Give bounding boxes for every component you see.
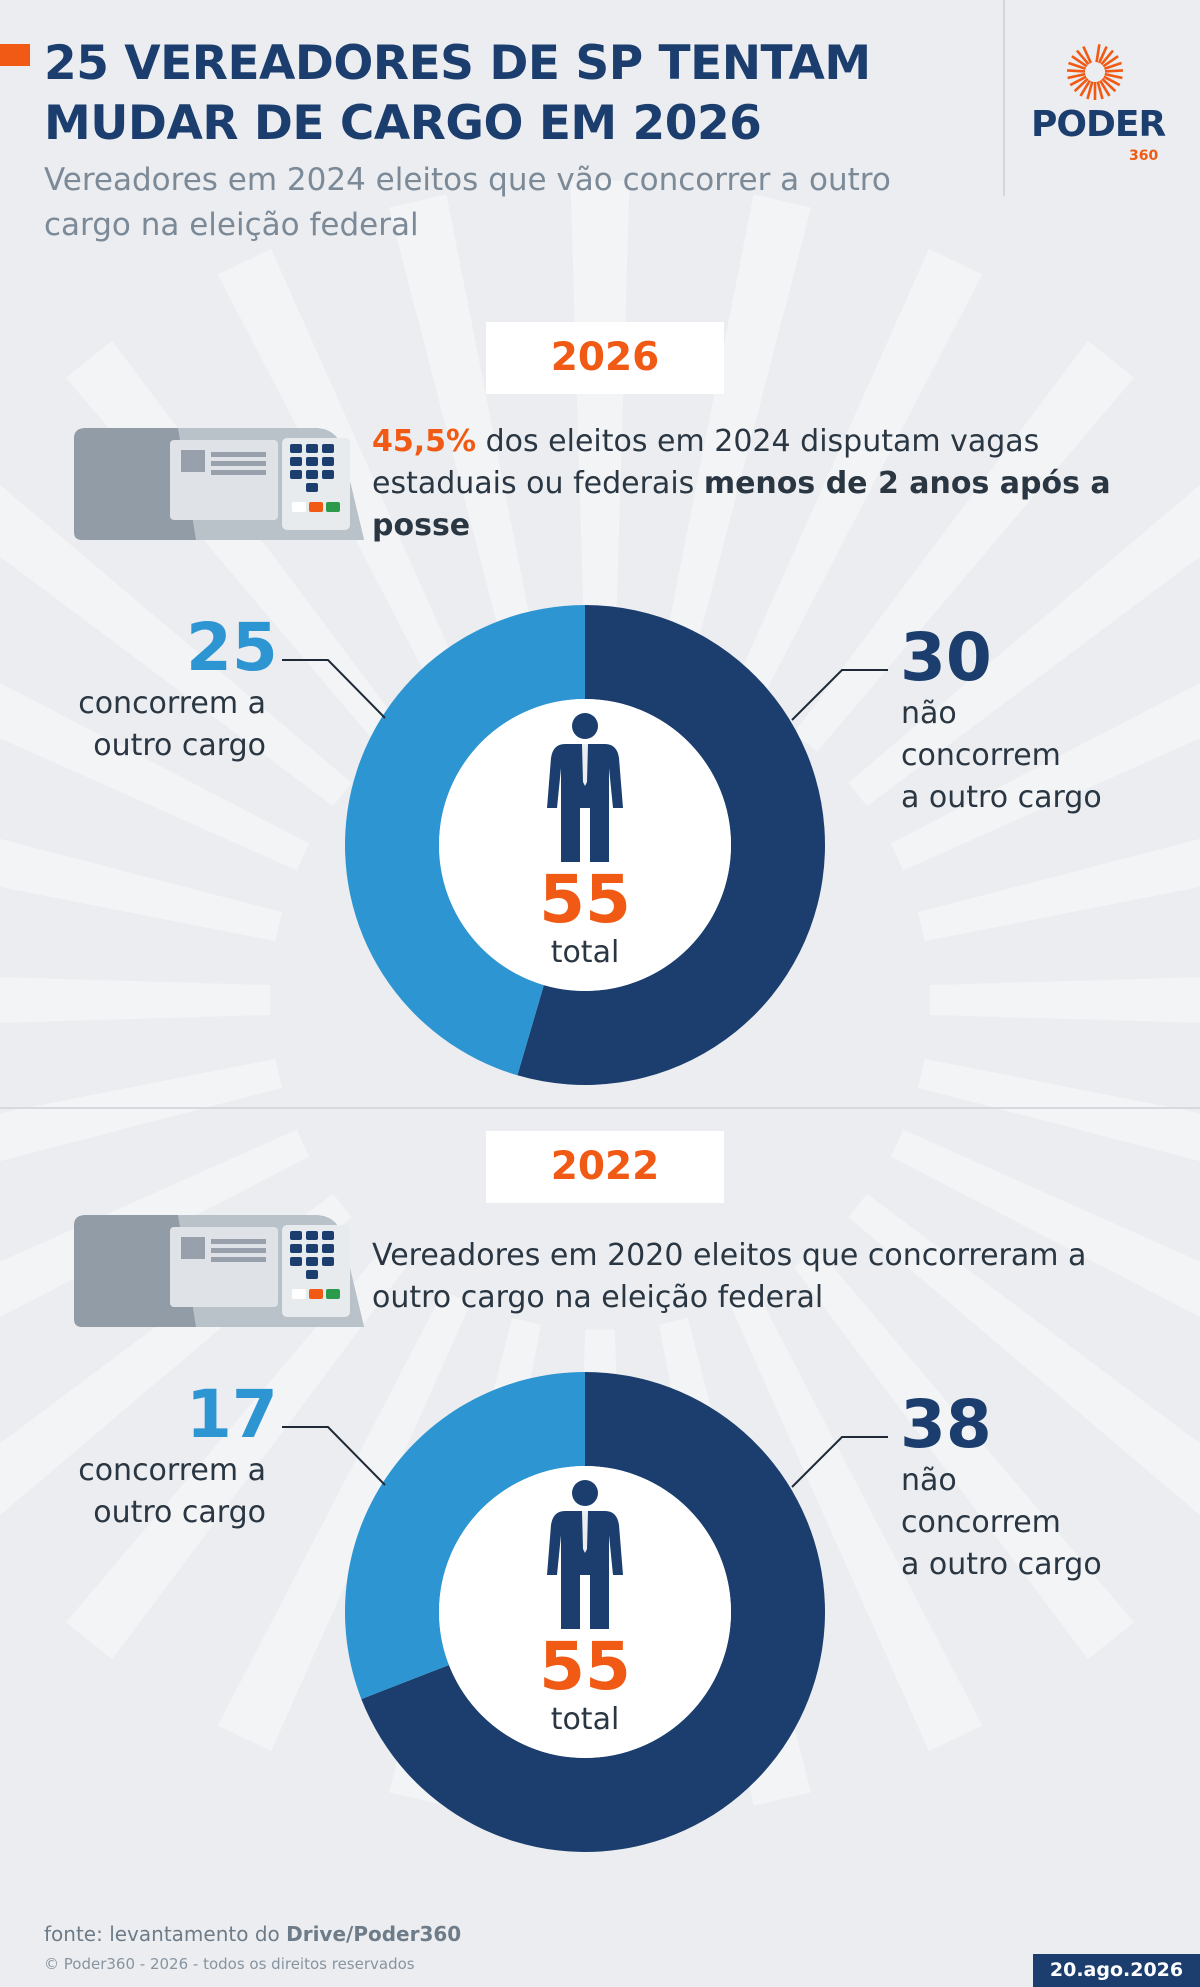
accent-bar (0, 44, 30, 66)
left-label-line: outro cargo (93, 728, 266, 763)
copyright-note: © Poder360 - 2026 - todos os direitos re… (44, 1955, 415, 1973)
background-ray (729, 248, 983, 710)
background-ray (848, 484, 1200, 807)
left-label-line: concorrem a (78, 1453, 266, 1488)
person-icon (547, 1479, 623, 1631)
left-label-line: outro cargo (93, 1495, 266, 1530)
logo-ray (1100, 49, 1115, 66)
right-label-line: concorrem (901, 1505, 1061, 1540)
background-ray (388, 194, 542, 682)
right-label-line: não (901, 1463, 957, 1498)
logo-ray (1071, 55, 1088, 68)
logo-ray (1086, 81, 1094, 100)
logo-ray (1075, 49, 1090, 66)
background-ray (729, 1290, 983, 1752)
year-badge-2022: 2022 (486, 1131, 724, 1203)
logo-ray (1104, 72, 1123, 80)
background-ray (890, 1129, 1200, 1318)
description-text: dos eleitos em 2024 disputam vagas estad… (372, 424, 1040, 501)
logo-ray (1073, 77, 1089, 93)
header-divider (1003, 0, 1005, 196)
logo-ray (1104, 61, 1122, 71)
donut-slice-nao-concorrem (361, 1372, 825, 1852)
background-ray (0, 484, 352, 807)
right-label-2026: não concorrem a outro cargo (901, 693, 1161, 819)
voting-machine-icon (74, 428, 364, 540)
donut-center (439, 699, 731, 991)
background-ray (918, 1058, 1200, 1162)
donut-center (439, 1466, 731, 1758)
logo-ray (1095, 44, 1101, 63)
donut-slice-concorrem (344, 1372, 585, 1700)
right-label-line: a outro cargo (901, 780, 1102, 815)
background-ray (918, 838, 1200, 942)
right-value-2022: 38 (900, 1386, 992, 1463)
background-ray (793, 1248, 1135, 1660)
logo-ray (1066, 69, 1086, 73)
background-ray (0, 838, 282, 942)
background-ray (217, 1290, 471, 1752)
left-value-2026: 25 (186, 609, 278, 686)
donut-slice-concorrem (344, 605, 585, 1076)
logo-ray (1101, 77, 1117, 93)
source-note: fonte: levantamento do Drive/Poder360 (44, 1922, 461, 1946)
logo-ray (1099, 79, 1111, 97)
background-ray (65, 1248, 407, 1660)
right-value-2026: 30 (900, 619, 992, 696)
background-ray (793, 340, 1135, 752)
total-label-2026: total (550, 935, 620, 970)
description-bold: menos de 2 anos após a posse (372, 466, 1111, 543)
background-ray (570, 180, 630, 671)
publication-date: 20.ago.2026 (1033, 1954, 1200, 1987)
donut-chart-2026 (344, 605, 825, 1085)
left-label-line: concorrem a (78, 686, 266, 721)
logo-ray (1082, 45, 1093, 64)
left-value-2022: 17 (186, 1376, 278, 1453)
background-ray (929, 977, 1200, 1023)
logo-sun-icon (1066, 44, 1124, 100)
year-badge-2026: 2026 (486, 322, 724, 394)
logo-ray (1102, 55, 1119, 68)
logo-ray (1103, 75, 1121, 87)
page-title: 25 VEREADORES DE SP TENTAM MUDAR DE CARG… (44, 36, 871, 151)
poder360-logo: PODER 360 (1025, 40, 1185, 170)
logo-ray (1104, 69, 1124, 73)
background-ray (890, 682, 1200, 871)
background-ray (658, 194, 812, 682)
total-label-2022: total (550, 1702, 620, 1737)
source-prefix: fonte: levantamento do (44, 1922, 287, 1946)
right-label-line: não (901, 696, 957, 731)
logo-number: 360 (1129, 148, 1159, 164)
source-name: Drive/Poder360 (286, 1922, 462, 1946)
donut-slice-nao-concorrem (517, 605, 825, 1085)
right-label-line: concorrem (901, 738, 1061, 773)
left-label-2026: concorrem a outro cargo (40, 683, 266, 767)
page-subtitle: Vereadores em 2024 eleitos que vão conco… (44, 162, 891, 243)
right-label-line: a outro cargo (901, 1547, 1102, 1582)
logo-ray (1097, 45, 1108, 64)
background-ray (848, 1193, 1200, 1516)
highlight-percent: 45,5% (372, 424, 477, 459)
logo-ray (1096, 81, 1104, 100)
logo-ray (1079, 79, 1091, 97)
right-label-2022: não concorrem a outro cargo (901, 1460, 1161, 1586)
description-2022: Vereadores em 2020 eleitos que concorrer… (372, 1238, 1087, 1315)
logo-ray (1069, 75, 1087, 87)
donut-chart-2022 (344, 1372, 825, 1852)
total-value-2022: 55 (539, 1628, 631, 1705)
left-label-2022: concorrem a outro cargo (40, 1450, 266, 1534)
description-2026: 45,5% dos eleitos em 2024 disputam vagas… (372, 421, 1132, 547)
person-icon (547, 712, 623, 864)
background-ray (0, 1058, 282, 1162)
background-ray (0, 682, 310, 871)
logo-ray (1067, 72, 1086, 80)
logo-ray (1068, 61, 1086, 71)
voting-machine-icon (74, 1215, 364, 1327)
background-ray (0, 977, 271, 1023)
logo-word: PODER (1031, 104, 1166, 145)
section-divider (0, 1107, 1200, 1109)
total-value-2026: 55 (539, 861, 631, 938)
